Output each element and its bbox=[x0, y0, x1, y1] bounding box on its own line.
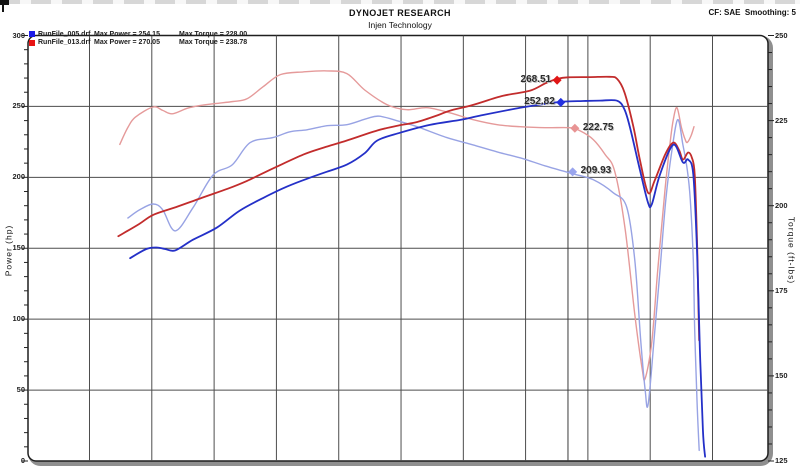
readout-value-label: 252.82 bbox=[524, 95, 555, 107]
window-top-left-corner bbox=[0, 0, 9, 5]
readout-value-label: 268.51 bbox=[520, 73, 552, 85]
chart-subtitle: Injen Technology bbox=[368, 20, 432, 30]
power-tick-label: 300 bbox=[12, 30, 25, 40]
run013-color-swatch bbox=[29, 39, 35, 46]
power-tick-label: 150 bbox=[12, 243, 25, 253]
power-tick-label: 200 bbox=[12, 172, 25, 182]
run013-max-power: Max Power = 270.05 bbox=[94, 39, 160, 47]
readout-value-label: 222.75 bbox=[582, 121, 614, 133]
curve-runfile-013-drf-torque bbox=[119, 70, 695, 381]
readout-marker-diamond bbox=[552, 75, 562, 85]
run005-color-swatch bbox=[29, 31, 35, 38]
run013-max-torque: Max Torque = 238.78 bbox=[179, 39, 248, 47]
run005-filename: RunFile_005.drf bbox=[38, 30, 91, 38]
curve-runfile-005-drf-power bbox=[129, 99, 706, 458]
run013-filename: RunFile_013.drf bbox=[38, 39, 91, 47]
readout-value-label: 209.93 bbox=[580, 165, 612, 177]
torque-tick-label: 250 bbox=[775, 30, 788, 40]
chart-title: DYNOJET RESEARCH bbox=[349, 8, 451, 18]
curve-runfile-005-drf-torque bbox=[127, 115, 700, 452]
run005-max-torque: Max Torque = 228.00 bbox=[179, 30, 248, 38]
correction-smoothing-info: CF: SAE Smoothing: 5 bbox=[708, 8, 796, 17]
power-tick-label: 250 bbox=[12, 101, 25, 111]
power-tick-label: 50 bbox=[16, 385, 25, 395]
run-legend: RunFile_005.drf Max Power = 254.15 Max T… bbox=[29, 30, 269, 47]
run005-max-power: Max Power = 254.15 bbox=[94, 30, 160, 38]
window-top-edge bbox=[0, 0, 800, 4]
torque-tick-label: 125 bbox=[775, 456, 788, 465]
torque-tick-label: 150 bbox=[775, 370, 788, 380]
power-tick-label: 0 bbox=[20, 456, 25, 465]
torque-tick-label: 175 bbox=[775, 285, 788, 295]
torque-tick-label: 225 bbox=[775, 115, 788, 125]
legend-row-run013: RunFile_013.drf Max Power = 270.05 Max T… bbox=[29, 39, 269, 48]
window-top-left-tick bbox=[2, 5, 4, 12]
power-tick-label: 100 bbox=[12, 314, 25, 324]
legend-row-run005: RunFile_005.drf Max Power = 254.15 Max T… bbox=[29, 30, 269, 39]
torque-tick-label: 200 bbox=[775, 200, 788, 210]
